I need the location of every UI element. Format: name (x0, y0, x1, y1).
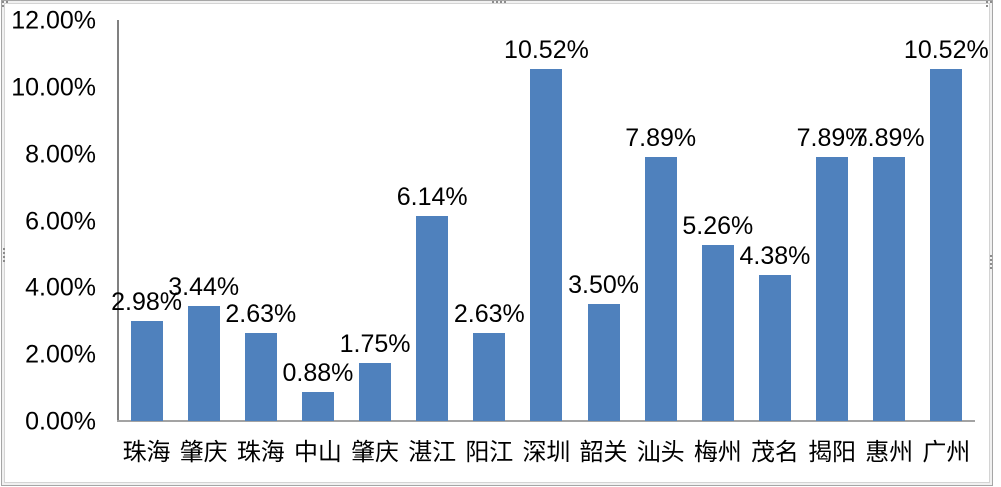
bar-肇庆[interactable] (359, 362, 392, 421)
bar-value-label: 2.63% (453, 300, 525, 329)
bar-value-label: 4.38% (739, 241, 811, 270)
x-axis-labels: 珠海 肇庆 珠海 中山 肇庆 湛江 阳江 深圳 韶关 汕头 梅州 茂名 揭阳 惠州 广州 (118, 438, 975, 468)
bar-茂名[interactable] (758, 274, 791, 421)
x-axis-category-label: 中山 (293, 439, 342, 466)
resize-handle-top-right[interactable] (986, 1, 988, 3)
bar-slot: 2.98% (111, 20, 182, 421)
bar-深圳[interactable] (530, 69, 563, 421)
bar-slot: 6.14% (397, 20, 468, 421)
bar-value-label: 7.89% (796, 124, 868, 153)
bar-value-label: 7.89% (853, 124, 925, 153)
resize-handle-top-left[interactable] (2, 1, 4, 3)
bar-value-label: 2.98% (111, 288, 183, 317)
bar-slot: 2.63% (225, 20, 296, 421)
resize-handle-middle-right[interactable] (990, 255, 992, 257)
bar-value-label: 6.14% (396, 182, 468, 211)
bar-value-label: 10.52% (504, 36, 589, 65)
bar-slot: 1.75% (340, 20, 411, 421)
bar-惠州[interactable] (873, 157, 906, 421)
x-axis-category-label: 珠海 (122, 439, 171, 466)
x-axis-category-label: 惠州 (865, 439, 914, 466)
bar-珠海[interactable] (244, 333, 277, 421)
bars-area: 2.98% 3.44% 2.63% 0.88% 1.75% 6.14% 2.63% 10.52… (111, 20, 989, 421)
x-axis-category-label: 韶关 (579, 439, 628, 466)
x-axis-category-label: 湛江 (408, 439, 457, 466)
y-axis-tick-label: 6.00% (25, 207, 96, 235)
y-axis-tick-label: 10.00% (11, 73, 96, 102)
bar-value-label: 3.50% (568, 271, 640, 300)
bar-珠海[interactable] (130, 321, 163, 421)
bar-slot: 3.44% (168, 20, 239, 421)
y-axis-line (117, 20, 119, 422)
bar-揭阳[interactable] (816, 157, 849, 421)
x-axis-category-label: 茂名 (750, 439, 799, 466)
x-axis-category-label: 揭阳 (808, 439, 857, 466)
bar-阳江[interactable] (473, 333, 506, 421)
bar-slot: 7.89% (797, 20, 868, 421)
bar-汕头[interactable] (644, 157, 677, 421)
x-axis-category-label: 肇庆 (179, 439, 228, 466)
x-axis-category-label: 肇庆 (351, 439, 400, 466)
x-axis-category-label: 梅州 (693, 439, 742, 466)
y-axis-tick-label: 8.00% (25, 140, 96, 169)
bar-广州[interactable] (930, 69, 963, 421)
bar-value-label: 1.75% (339, 329, 411, 358)
bar-slot: 3.50% (568, 20, 639, 421)
y-axis-tick-label: 12.00% (11, 6, 96, 35)
bar-slot: 5.26% (682, 20, 753, 421)
y-axis-labels: 12.00% 10.00% 8.00% 6.00% 4.00% 2.00% 0.00% (0, 8, 96, 434)
bar-slot: 7.89% (625, 20, 696, 421)
bar-中山[interactable] (301, 391, 334, 421)
x-axis-category-label: 深圳 (522, 439, 571, 466)
x-axis-category-label: 珠海 (236, 439, 285, 466)
x-axis-line (117, 420, 975, 422)
x-axis-category-label: 汕头 (636, 439, 685, 466)
bar-value-label: 0.88% (282, 358, 354, 387)
y-axis-tick-label: 2.00% (25, 340, 96, 369)
bar-肇庆[interactable] (187, 306, 220, 421)
x-axis-category-label: 阳江 (465, 439, 514, 466)
bar-slot: 0.88% (282, 20, 353, 421)
resize-handle-top-center[interactable] (492, 1, 494, 3)
resize-handle-middle-left[interactable] (3, 248, 5, 250)
bar-slot: 2.63% (454, 20, 525, 421)
x-axis-category-label: 广州 (922, 439, 971, 466)
bar-value-label: 2.63% (225, 300, 297, 329)
bar-value-label: 7.89% (625, 124, 697, 153)
bar-value-label: 3.44% (168, 273, 240, 302)
y-axis-tick-label: 0.00% (25, 407, 96, 436)
bar-湛江[interactable] (416, 215, 449, 421)
bar-slot: 10.52% (904, 20, 989, 421)
bar-梅州[interactable] (701, 245, 734, 421)
bar-value-label: 10.52% (903, 36, 989, 65)
bar-slot: 4.38% (739, 20, 810, 421)
y-axis-tick-label: 4.00% (25, 273, 96, 302)
bar-slot: 7.89% (854, 20, 925, 421)
bar-slot: 10.52% (504, 20, 589, 421)
bar-value-label: 5.26% (682, 212, 754, 241)
bar-韶关[interactable] (587, 304, 620, 421)
